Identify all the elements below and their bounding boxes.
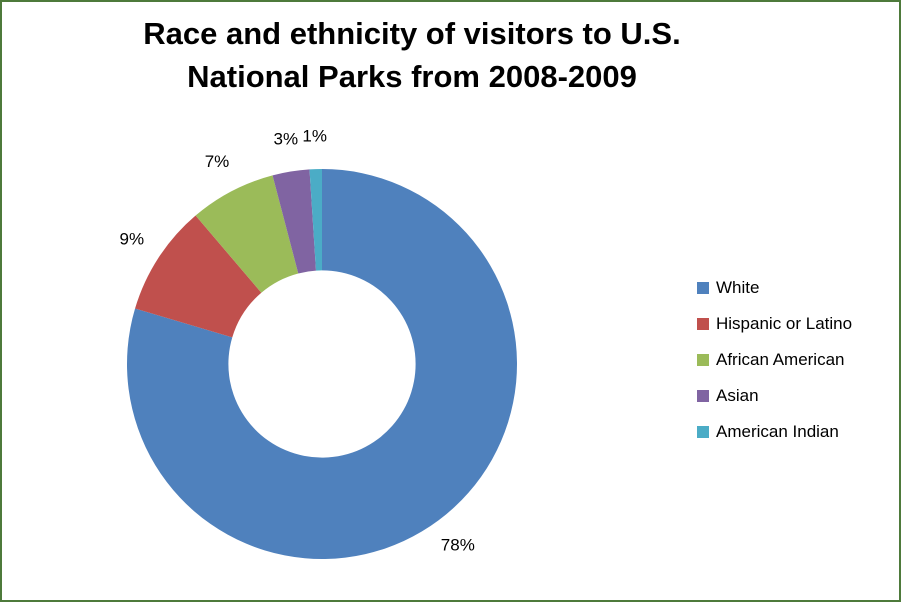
chart-legend: White Hispanic or Latino African American A… xyxy=(697,278,852,442)
chart-title-line1: Race and ethnicity of visitors to U.S. xyxy=(143,16,681,51)
legend-item-2: African American xyxy=(697,350,852,370)
legend-item-0: White xyxy=(697,278,852,298)
legend-swatch-icon xyxy=(697,354,709,366)
slice-label-4: 1% xyxy=(302,127,327,146)
pie-slice-4 xyxy=(309,169,322,271)
legend-swatch-icon xyxy=(697,282,709,294)
slice-label-3: 3% xyxy=(274,129,299,148)
pie-slice-0 xyxy=(127,169,518,559)
chart-title-line2: National Parks from 2008-2009 xyxy=(187,59,637,94)
chart-title: Race and ethnicity of visitors to U.S. N… xyxy=(2,12,822,98)
legend-item-3: Asian xyxy=(697,386,852,406)
pie-slice-3 xyxy=(272,169,316,274)
legend-item-1: Hispanic or Latino xyxy=(697,314,852,334)
legend-label: Hispanic or Latino xyxy=(716,314,853,333)
legend-swatch-icon xyxy=(697,426,709,438)
slice-label-1: 9% xyxy=(120,230,145,249)
legend-label: White xyxy=(716,278,760,297)
legend-swatch-icon xyxy=(697,390,709,402)
legend-label: African American xyxy=(716,350,845,369)
slice-label-2: 7% xyxy=(205,152,230,171)
legend-swatch-icon xyxy=(697,318,709,330)
pie-slice-2 xyxy=(195,175,299,293)
pie-slice-1 xyxy=(135,215,262,338)
legend-label: American Indian xyxy=(716,422,839,441)
legend-item-4: American Indian xyxy=(697,422,852,442)
slice-label-0: 78% xyxy=(441,535,475,554)
legend-label: Asian xyxy=(716,386,759,405)
